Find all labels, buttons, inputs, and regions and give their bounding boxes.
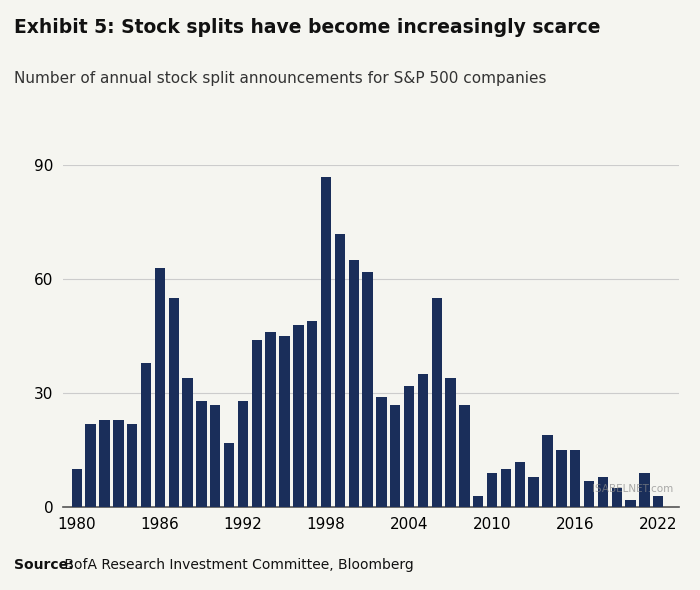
Bar [279,336,290,507]
Bar [639,473,650,507]
Bar [598,477,608,507]
Bar [293,325,304,507]
Bar [473,496,484,507]
Bar [653,496,664,507]
Bar [99,420,110,507]
Bar [169,299,179,507]
Bar [321,176,331,507]
Bar [127,424,137,507]
Bar [487,473,497,507]
Bar [238,401,248,507]
Text: BofA Research Investment Committee, Bloomberg: BofA Research Investment Committee, Bloo… [60,558,413,572]
Bar [349,260,359,507]
Bar [224,442,234,507]
Bar [363,271,372,507]
Bar [514,462,525,507]
Bar [418,374,428,507]
Bar [556,450,566,507]
Bar [307,321,317,507]
Bar [542,435,553,507]
Bar [335,234,345,507]
Bar [445,378,456,507]
Bar [390,405,400,507]
Bar [625,500,636,507]
Bar [459,405,470,507]
Bar [376,397,386,507]
Bar [251,340,262,507]
Bar [500,470,511,507]
Bar [196,401,206,507]
Bar [528,477,539,507]
Bar [584,481,594,507]
Bar [404,386,414,507]
Bar [570,450,580,507]
Bar [85,424,96,507]
Text: Source:: Source: [14,558,74,572]
Bar [265,333,276,507]
Bar [113,420,124,507]
Text: Exhibit 5: Stock splits have become increasingly scarce: Exhibit 5: Stock splits have become incr… [14,18,601,37]
Bar [71,470,82,507]
Text: Number of annual stock split announcements for S&P 500 companies: Number of annual stock split announcemen… [14,71,547,86]
Bar [183,378,193,507]
Text: ISABELNET.com: ISABELNET.com [592,484,673,494]
Bar [210,405,220,507]
Bar [141,363,151,507]
Bar [612,489,622,507]
Bar [432,299,442,507]
Bar [155,268,165,507]
